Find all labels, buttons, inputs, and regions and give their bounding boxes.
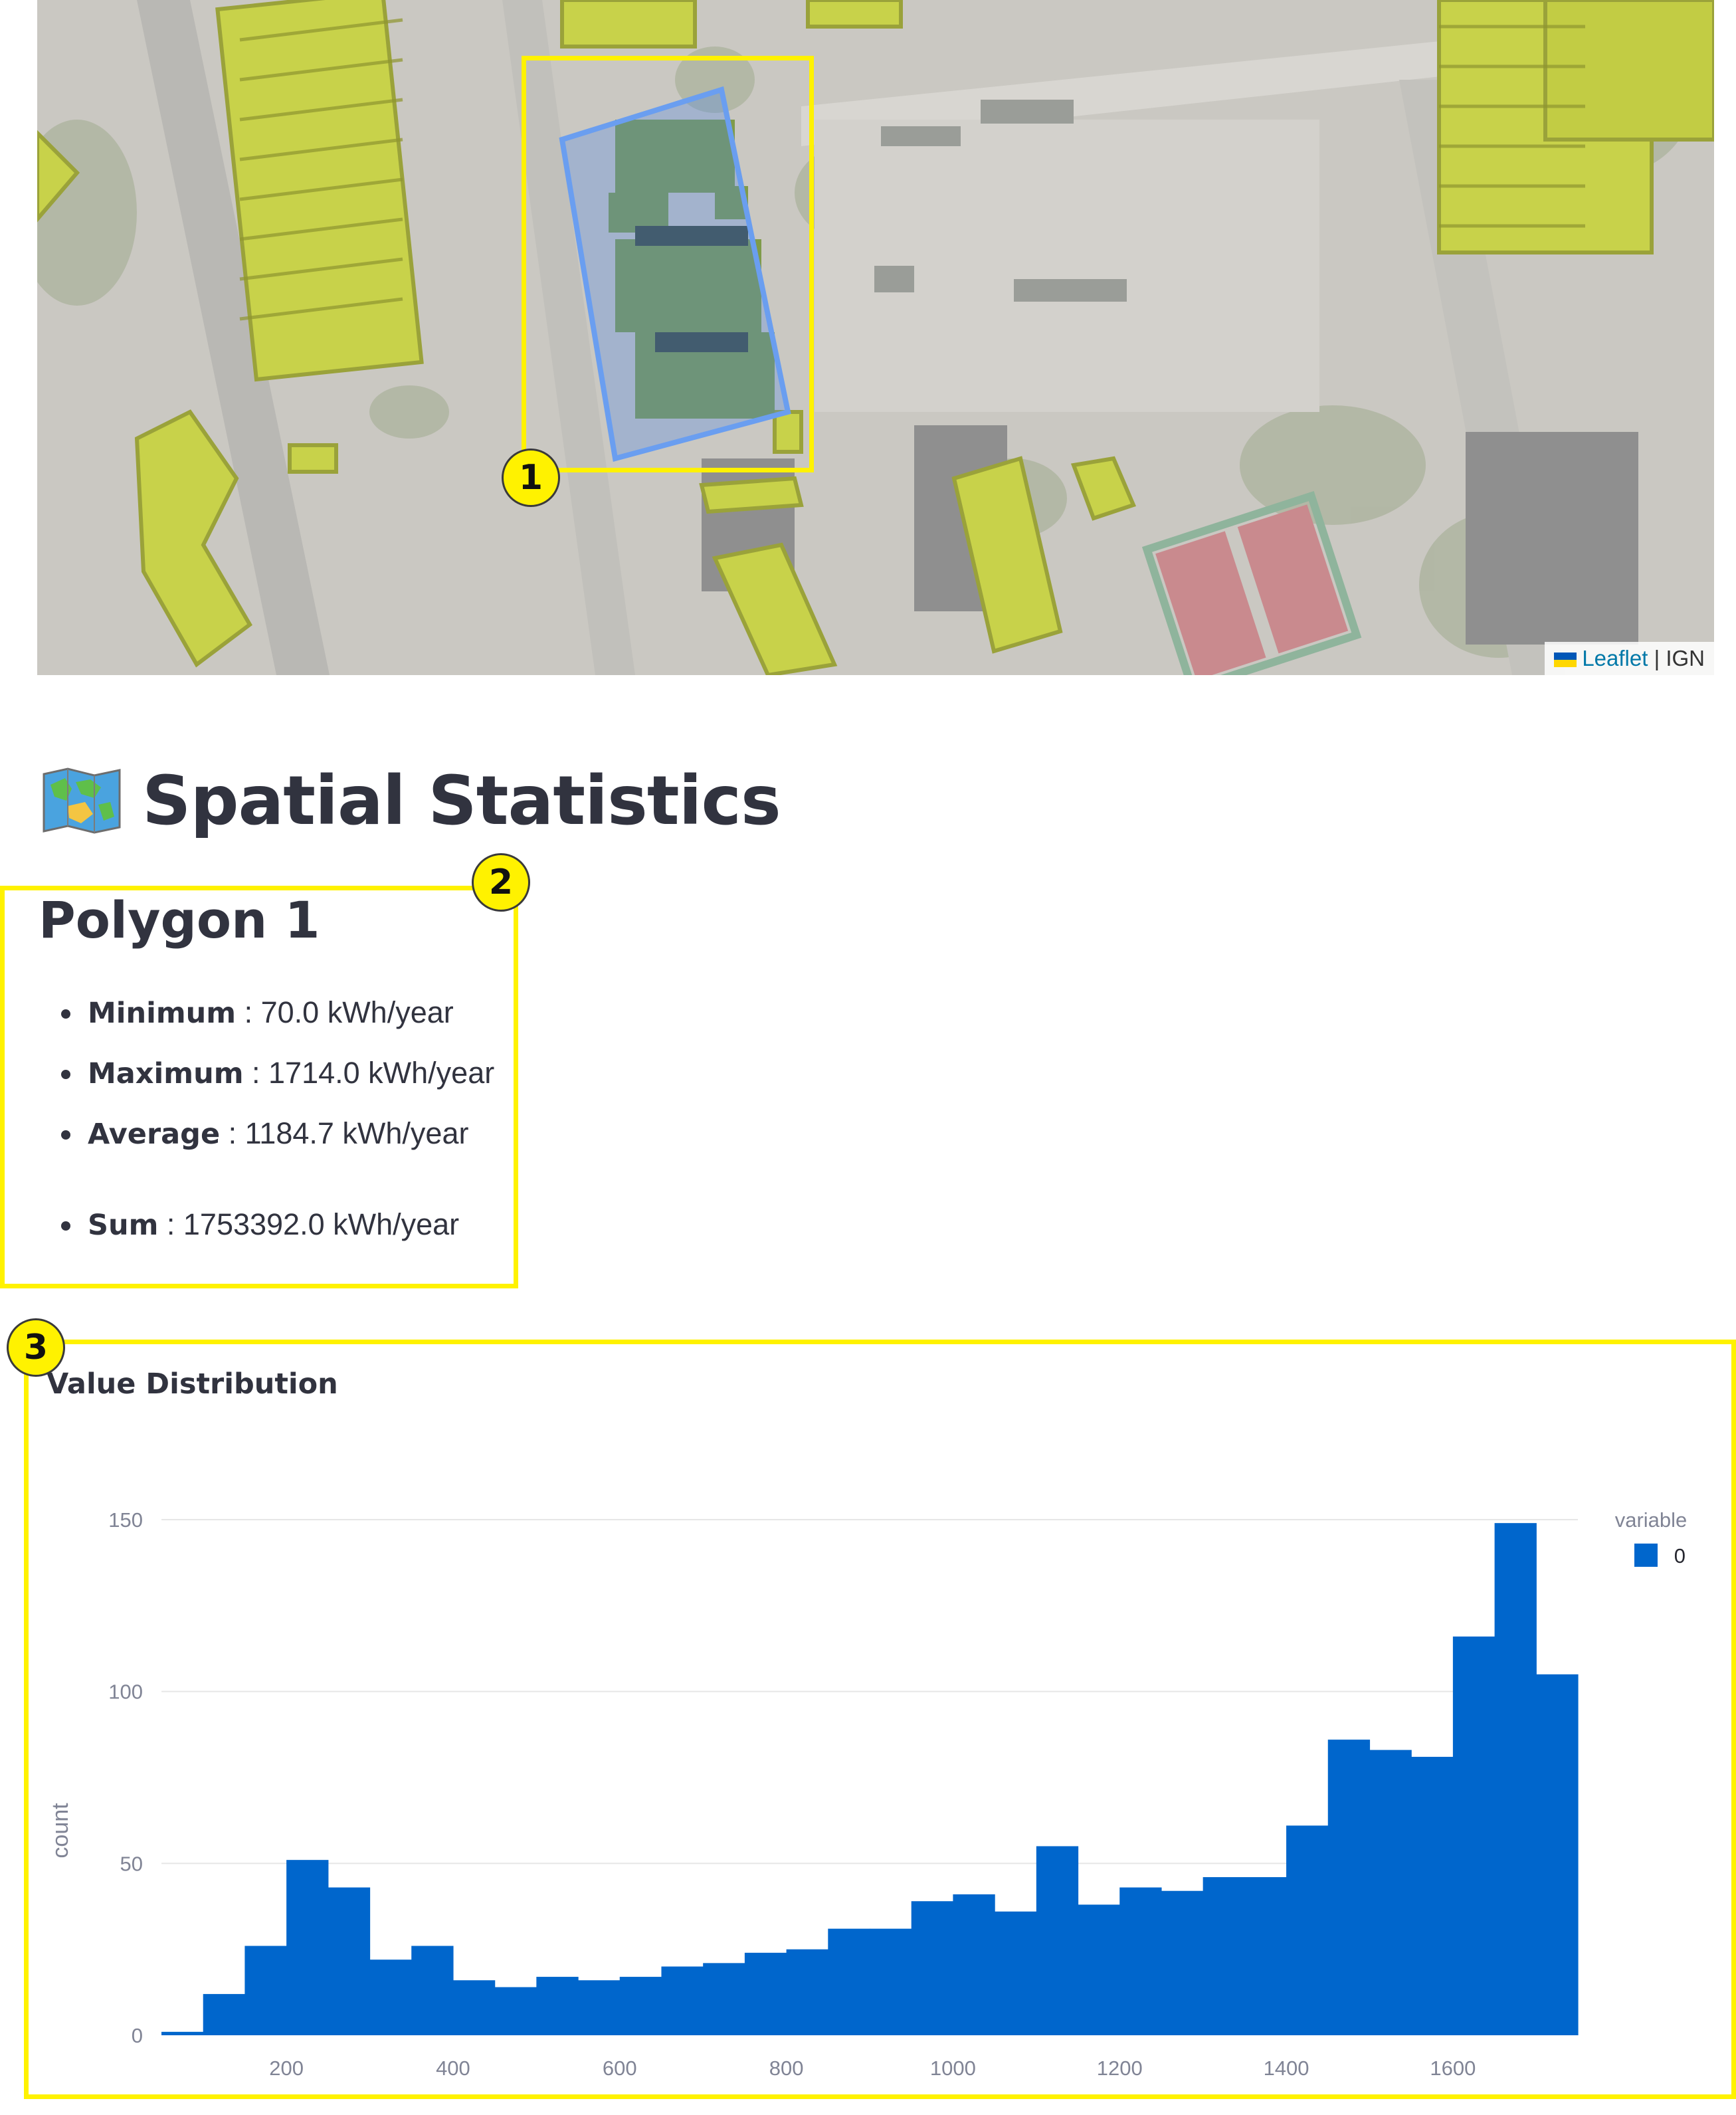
map-view[interactable]: Leaflet | IGN (37, 0, 1714, 675)
marker-1: 1 (502, 449, 560, 507)
stat-label: Average (88, 1118, 221, 1151)
stat-average: Average : 1184.7 kWh/year (84, 1104, 504, 1164)
satellite-imagery (37, 0, 1714, 675)
marker-3: 3 (7, 1318, 65, 1377)
spatial-statistics-header: Spatial Statistics (41, 757, 781, 844)
attribution-separator: | (1654, 646, 1660, 670)
page-title: Spatial Statistics (142, 761, 781, 841)
polygon-title: Polygon 1 (39, 890, 320, 950)
leaflet-link[interactable]: Leaflet (1582, 646, 1648, 670)
marker-2: 2 (472, 853, 530, 912)
stat-value: : 1184.7 kWh/year (220, 1116, 469, 1150)
selection-polygon (559, 86, 791, 462)
stat-value: : 1714.0 kWh/year (243, 1056, 495, 1090)
world-map-icon (43, 767, 121, 834)
stat-maximum: Maximum : 1714.0 kWh/year (84, 1043, 504, 1104)
chart-title: Value Distribution (47, 1367, 338, 1401)
stat-label: Minimum (88, 997, 237, 1030)
stats-list: Minimum : 70.0 kWh/year Maximum : 1714.0… (39, 983, 504, 1255)
highlight-box-stats (0, 886, 518, 1288)
stat-label: Sum (88, 1209, 159, 1242)
highlight-box-map (522, 56, 814, 472)
stat-label: Maximum (88, 1057, 244, 1090)
highlight-box-chart (24, 1340, 1736, 2099)
polygon-stats: Polygon 1 Minimum : 70.0 kWh/year Maximu… (39, 890, 504, 1255)
attribution-source: IGN (1666, 646, 1705, 670)
stat-sum: Sum : 1753392.0 kWh/year (84, 1195, 504, 1255)
ukraine-flag-icon (1554, 653, 1577, 667)
stat-minimum: Minimum : 70.0 kWh/year (84, 983, 504, 1043)
stat-value: : 1753392.0 kWh/year (158, 1207, 460, 1241)
stat-value: : 70.0 kWh/year (236, 995, 454, 1029)
map-attribution: Leaflet | IGN (1545, 642, 1714, 675)
